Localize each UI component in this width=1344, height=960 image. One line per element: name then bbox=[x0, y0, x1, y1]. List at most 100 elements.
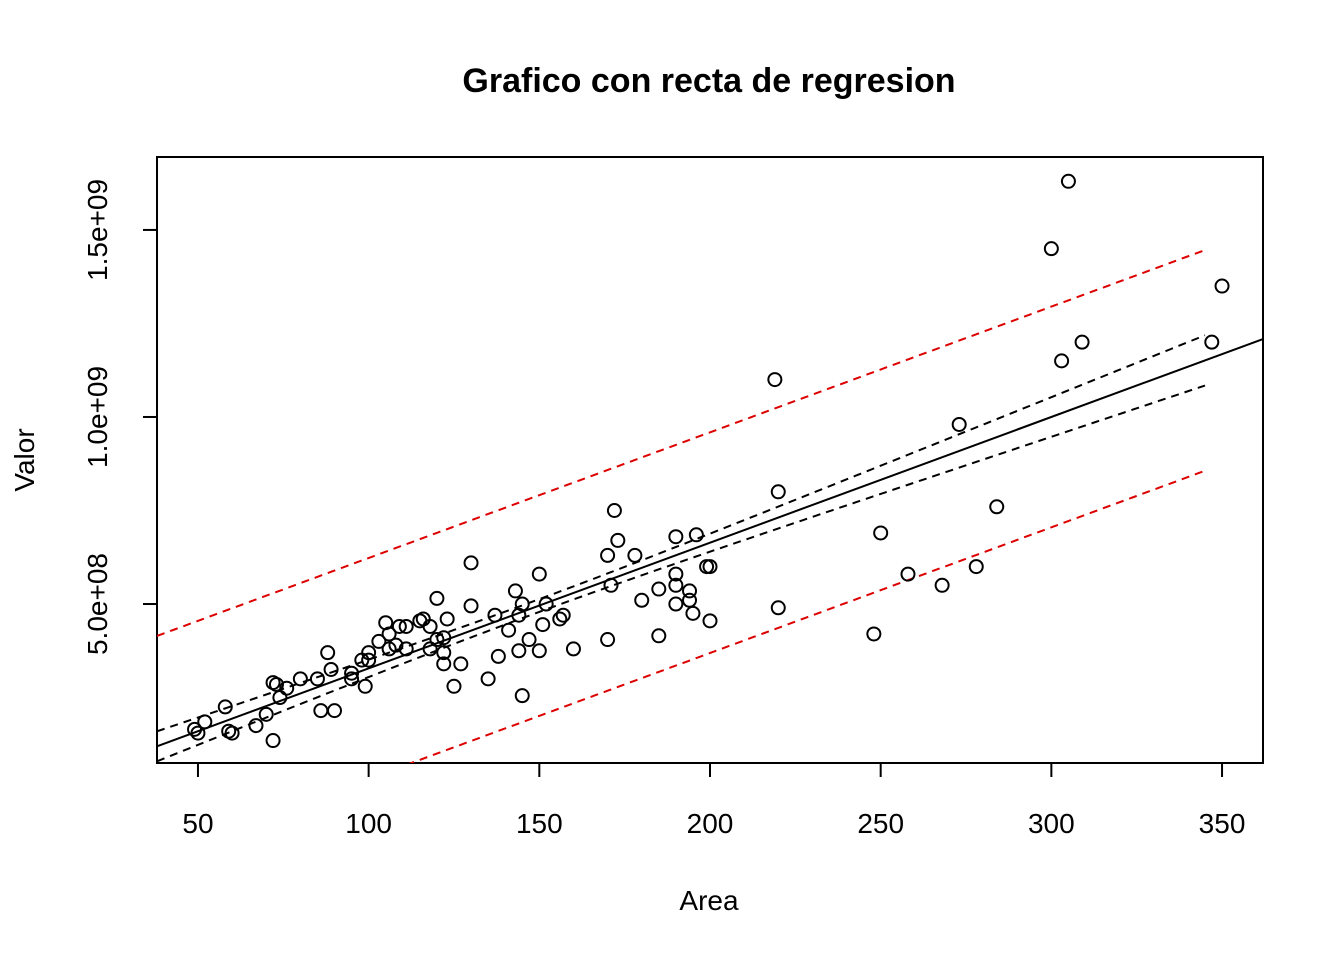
x-tick-label: 50 bbox=[182, 808, 213, 839]
data-point bbox=[552, 611, 568, 627]
data-point bbox=[682, 583, 698, 599]
data-point bbox=[507, 583, 523, 599]
data-point bbox=[357, 678, 373, 694]
data-point bbox=[668, 529, 684, 545]
data-point bbox=[388, 637, 404, 653]
data-point bbox=[265, 733, 281, 749]
data-point bbox=[688, 527, 704, 543]
data-point bbox=[668, 596, 684, 612]
data-point bbox=[989, 499, 1005, 515]
data-point bbox=[248, 718, 264, 734]
x-tick-label: 300 bbox=[1028, 808, 1075, 839]
data-point bbox=[1054, 353, 1070, 369]
data-point bbox=[224, 725, 240, 741]
data-point bbox=[292, 671, 308, 687]
data-point bbox=[1214, 278, 1230, 294]
data-point bbox=[600, 632, 616, 648]
data-point bbox=[187, 721, 203, 737]
x-axis: 50 100 150 200 250 300 350 bbox=[182, 762, 1246, 839]
data-point bbox=[603, 577, 619, 593]
data-point bbox=[627, 547, 643, 563]
confidence-band-upper bbox=[157, 334, 1206, 733]
data-point bbox=[1074, 334, 1090, 350]
data-point bbox=[422, 641, 438, 657]
data-point bbox=[668, 566, 684, 582]
data-point bbox=[685, 605, 701, 621]
y-tick-label: 1.0e+09 bbox=[82, 366, 113, 468]
y-tick-label: 5.0e+08 bbox=[82, 553, 113, 655]
data-point bbox=[463, 598, 479, 614]
data-point bbox=[381, 626, 397, 642]
data-point bbox=[770, 600, 786, 616]
data-point bbox=[323, 661, 339, 677]
data-point bbox=[934, 577, 950, 593]
data-point bbox=[535, 617, 551, 633]
confidence-band-lower bbox=[157, 384, 1206, 763]
data-point bbox=[439, 611, 455, 627]
regression-line-group bbox=[157, 338, 1263, 748]
data-point bbox=[398, 618, 414, 634]
data-point bbox=[1043, 241, 1059, 257]
data-point bbox=[422, 618, 438, 634]
chart-title: Grafico con recta de regresion bbox=[462, 62, 955, 100]
data-point bbox=[446, 678, 462, 694]
data-point bbox=[600, 547, 616, 563]
data-point bbox=[1204, 334, 1220, 350]
data-point bbox=[968, 559, 984, 575]
data-point bbox=[398, 641, 414, 657]
prediction-band-lower bbox=[408, 469, 1206, 763]
data-point bbox=[951, 416, 967, 432]
data-point bbox=[634, 592, 650, 608]
y-axis: 5.0e+08 1.0e+09 1.5e+09 bbox=[82, 179, 158, 655]
data-point bbox=[531, 566, 547, 582]
data-point bbox=[361, 652, 377, 668]
y-axis-label: Valor bbox=[9, 428, 40, 491]
data-point bbox=[702, 613, 718, 629]
data-point bbox=[361, 645, 377, 661]
data-point bbox=[511, 643, 527, 659]
plot-frame bbox=[156, 156, 1264, 764]
data-point bbox=[436, 630, 452, 646]
data-point bbox=[1060, 173, 1076, 189]
data-point bbox=[873, 525, 889, 541]
data-point bbox=[770, 484, 786, 500]
data-point bbox=[190, 725, 206, 741]
data-point bbox=[866, 626, 882, 642]
x-tick-label: 150 bbox=[516, 808, 563, 839]
data-point bbox=[320, 645, 336, 661]
data-point bbox=[436, 656, 452, 672]
data-point bbox=[327, 703, 343, 719]
data-point bbox=[668, 577, 684, 593]
x-tick-label: 250 bbox=[857, 808, 904, 839]
data-point bbox=[651, 628, 667, 644]
data-point bbox=[344, 671, 360, 687]
data-point bbox=[610, 532, 626, 548]
x-axis-label: Area bbox=[679, 885, 739, 916]
interval-bands bbox=[157, 249, 1206, 763]
data-point bbox=[453, 656, 469, 672]
data-point bbox=[767, 372, 783, 388]
data-point bbox=[487, 607, 503, 623]
data-point bbox=[521, 632, 537, 648]
data-point bbox=[429, 590, 445, 606]
data-points bbox=[187, 173, 1230, 749]
data-point bbox=[313, 703, 329, 719]
data-point bbox=[436, 645, 452, 661]
data-point bbox=[391, 618, 407, 634]
data-point bbox=[429, 632, 445, 648]
regression-line bbox=[157, 338, 1263, 748]
data-point bbox=[702, 559, 718, 575]
data-point bbox=[565, 641, 581, 657]
data-point bbox=[480, 671, 496, 687]
x-tick-label: 350 bbox=[1199, 808, 1246, 839]
data-point bbox=[555, 607, 571, 623]
prediction-band-upper bbox=[157, 249, 1206, 637]
data-point bbox=[217, 699, 233, 715]
data-point bbox=[371, 633, 387, 649]
data-point bbox=[490, 648, 506, 664]
data-point bbox=[514, 596, 530, 612]
data-point bbox=[900, 566, 916, 582]
data-point bbox=[531, 643, 547, 659]
